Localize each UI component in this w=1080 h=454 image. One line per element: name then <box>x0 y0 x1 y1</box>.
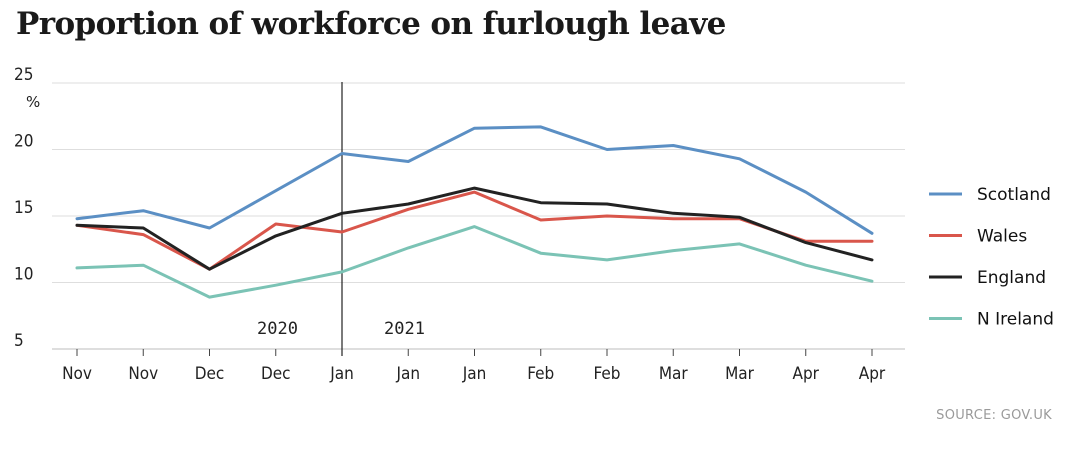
legend-label-england: England <box>977 268 1046 288</box>
legend: Scotland Wales England N Ireland <box>929 185 1054 330</box>
series-line-england <box>75 186 874 271</box>
year-label-right: 2021 <box>384 319 425 339</box>
x-tick-label: Jan <box>395 364 420 384</box>
x-tick-label: Nov <box>62 364 92 384</box>
source-note: SOURCE: GOV.UK <box>936 408 1052 423</box>
x-axis: Nov Nov Dec Dec Jan Jan Jan Feb Feb Mar Mar Apr Apr <box>62 349 886 384</box>
series-line-wales <box>75 190 874 271</box>
series-lines <box>75 125 874 299</box>
y-tick-label: 5 <box>14 331 24 351</box>
x-tick-label: Dec <box>195 364 225 384</box>
x-tick-label: Mar <box>659 364 689 384</box>
year-divider: 2020 2021 <box>257 82 425 356</box>
y-tick-label: 25 <box>14 65 33 85</box>
series-line-n-ireland <box>75 225 874 299</box>
y-tick-label: 10 <box>14 265 33 285</box>
year-label-left: 2020 <box>257 319 298 339</box>
y-axis-unit: % <box>26 93 40 111</box>
x-tick-label: Apr <box>793 364 820 384</box>
x-tick-label: Dec <box>261 364 291 384</box>
x-tick-label: Feb <box>527 364 554 384</box>
y-tick-label: 20 <box>14 132 33 152</box>
legend-label-scotland: Scotland <box>977 185 1051 205</box>
chart-title: Proportion of workforce on furlough leav… <box>16 6 726 42</box>
legend-label-n-ireland: N Ireland <box>977 310 1054 330</box>
x-tick-label: Mar <box>725 364 755 384</box>
x-tick-label: Jan <box>329 364 354 384</box>
x-tick-label: Jan <box>462 364 487 384</box>
x-tick-label: Nov <box>128 364 158 384</box>
legend-label-wales: Wales <box>977 227 1027 247</box>
y-tick-label: 15 <box>14 198 33 218</box>
grid-lines <box>52 82 905 350</box>
y-axis-ticks: 5 10 15 20 25 <box>14 65 33 351</box>
x-tick-label: Feb <box>594 364 621 384</box>
x-tick-label: Apr <box>859 364 886 384</box>
series-line-scotland <box>75 125 874 235</box>
